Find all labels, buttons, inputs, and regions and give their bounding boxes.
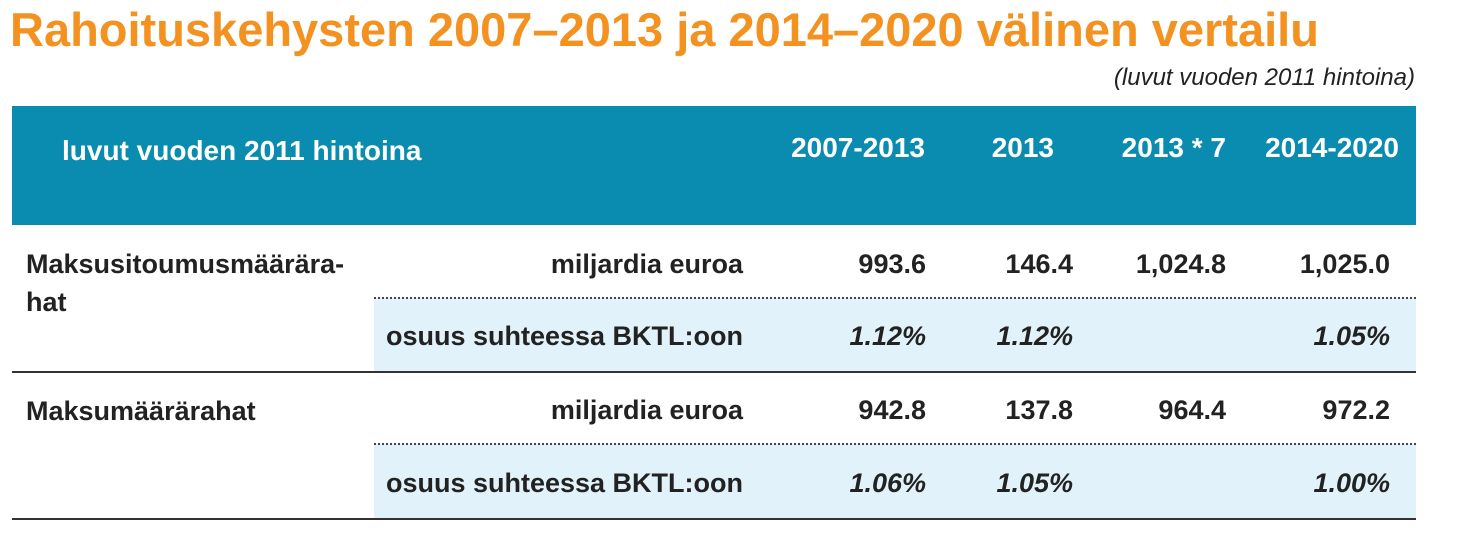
header-cell-2013x7: 2013 * 7 bbox=[1121, 132, 1226, 163]
table-cell: 1.06% bbox=[849, 468, 926, 498]
table-cell: miljardia euroa bbox=[550, 249, 743, 279]
header-cell-label: luvut vuoden 2011 hintoina bbox=[62, 135, 422, 166]
table-cell: 1,024.8 bbox=[1135, 249, 1226, 279]
table-cell: 1.12% bbox=[849, 321, 926, 351]
dotted-divider bbox=[374, 297, 1416, 299]
row-band bbox=[374, 298, 1416, 371]
header-cell-2014-2020: 2014-2020 bbox=[1265, 132, 1399, 163]
row-band bbox=[374, 444, 1416, 518]
header-cell-2013: 2013 bbox=[991, 132, 1054, 163]
header-cell-2007-2013: 2007-2013 bbox=[791, 132, 925, 163]
row-label-line: Maksusitoumusmäärära- bbox=[26, 249, 345, 279]
table-cell: 1.05% bbox=[1313, 321, 1390, 351]
table-cell: 1.12% bbox=[996, 321, 1073, 351]
table-cell: 146.4 bbox=[1005, 249, 1073, 279]
table-cell: 1,025.0 bbox=[1299, 249, 1390, 279]
table-cell: 993.6 bbox=[858, 249, 926, 279]
table-cell: osuus suhteessa BKTL:oon bbox=[385, 321, 743, 351]
page-title: Rahoituskehysten 2007–2013 ja 2014–2020 … bbox=[10, 3, 1319, 56]
table-cell: 972.2 bbox=[1322, 395, 1390, 425]
table-cell: 964.4 bbox=[1158, 395, 1226, 425]
dotted-divider bbox=[374, 443, 1416, 445]
table-cell: osuus suhteessa BKTL:oon bbox=[385, 468, 743, 498]
row-label-maksumaararahat: Maksumäärärahat bbox=[26, 396, 256, 426]
row-label-line: hat bbox=[26, 287, 67, 317]
table-cell: 137.8 bbox=[1005, 395, 1073, 425]
table-cell: 942.8 bbox=[858, 395, 926, 425]
table-cell: 1.00% bbox=[1313, 468, 1390, 498]
row-label-maksusitoumus: Maksusitoumusmäärära- hat bbox=[26, 245, 344, 321]
page-subtitle: (luvut vuoden 2011 hintoina) bbox=[1113, 64, 1415, 91]
table-header: luvut vuoden 2011 hintoina 2007-2013 201… bbox=[12, 106, 1416, 225]
row-divider bbox=[12, 371, 1416, 373]
row-divider bbox=[12, 518, 1416, 520]
table-cell: 1.05% bbox=[996, 468, 1073, 498]
table-cell: miljardia euroa bbox=[550, 395, 743, 425]
